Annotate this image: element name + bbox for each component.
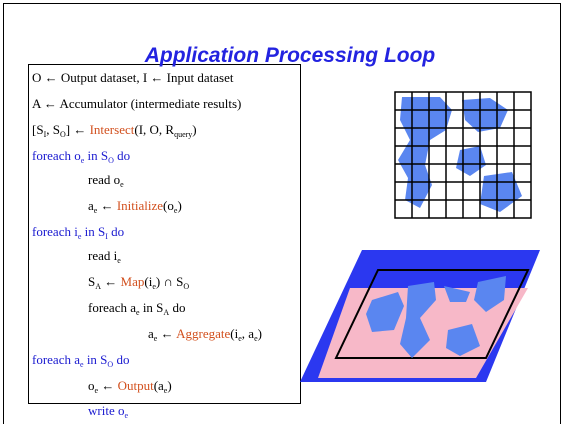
code-text: ) (192, 122, 196, 137)
code-text: A ← Accumulator (intermediate results) (32, 96, 241, 111)
subscript: query (174, 130, 192, 139)
code-text: foreach a (32, 352, 80, 367)
code-line: [SI, SO] ← Intersect(I, O, Rquery) (32, 122, 197, 139)
code-line: ae ← Initialize(oe) (88, 198, 182, 215)
code-text: foreach o (32, 148, 81, 163)
code-text: in S (84, 148, 108, 163)
code-text: do (113, 352, 129, 367)
subscript: O (183, 282, 189, 291)
code-line: read ie (88, 248, 121, 265)
function-name: Aggregate (176, 326, 230, 341)
slide: Application Processing Loop O ← Output d… (0, 0, 564, 424)
code-text: ) ∩ S (156, 274, 183, 289)
code-text: ← (97, 198, 117, 213)
code-text: ] ← (66, 122, 90, 137)
code-line: foreach ie in SI do (32, 224, 124, 241)
code-text: ← (101, 274, 121, 289)
code-text: do (114, 148, 130, 163)
code-text: do (169, 300, 185, 315)
code-line: ae ← Aggregate(ie, ae) (148, 326, 262, 343)
code-line: foreach ae in SA do (88, 300, 185, 317)
code-text: foreach i (32, 224, 78, 239)
code-text: , S (46, 122, 60, 137)
code-text: ) (258, 326, 262, 341)
code-text: [S (32, 122, 44, 137)
code-text: (a (154, 378, 164, 393)
subscript: e (120, 180, 124, 189)
code-text: read o (88, 172, 120, 187)
code-text: read i (88, 248, 117, 263)
subscript: e (124, 411, 128, 420)
code-text: (o (163, 198, 174, 213)
function-name: Intersect (90, 122, 135, 137)
code-line: O ← Output dataset, I ← Input dataset (32, 70, 233, 86)
function-name: Output (118, 378, 154, 393)
code-text: ) (167, 378, 171, 393)
code-text: (I, O, R (134, 122, 174, 137)
code-text: in S (81, 224, 105, 239)
function-name: Initialize (117, 198, 163, 213)
slide-title: Application Processing Loop (60, 44, 520, 68)
subscript: e (117, 256, 121, 265)
function-name: Map (121, 274, 145, 289)
code-text: in S (84, 352, 108, 367)
code-text: do (108, 224, 124, 239)
code-text: , a (242, 326, 254, 341)
code-line: A ← Accumulator (intermediate results) (32, 96, 241, 112)
code-text: ← (98, 378, 118, 393)
code-text: ← (157, 326, 176, 341)
code-line: oe ← Output(ae) (88, 378, 172, 395)
code-line: read oe (88, 172, 124, 189)
code-text: foreach a (88, 300, 136, 315)
code-line: foreach ae in SO do (32, 352, 129, 369)
code-text: in S (140, 300, 164, 315)
code-text: ) (177, 198, 181, 213)
code-line: SA ← Map(ie) ∩ SO (88, 274, 189, 291)
code-line: write oe (88, 403, 128, 420)
code-text: O ← Output dataset, I ← Input dataset (32, 70, 233, 85)
code-text: write o (88, 403, 124, 418)
code-line: foreach oe in SO do (32, 148, 130, 165)
